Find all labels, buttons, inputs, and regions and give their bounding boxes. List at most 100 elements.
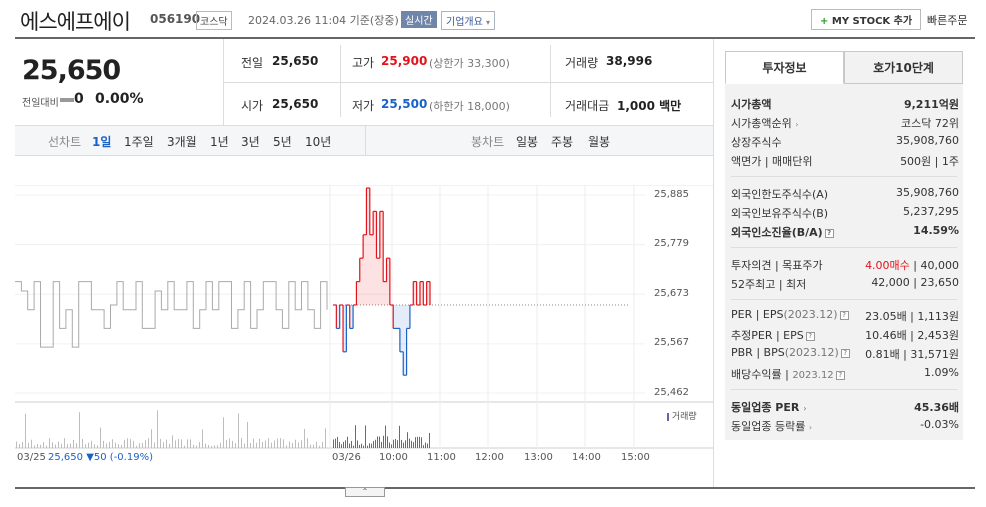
header-divider — [15, 37, 975, 39]
help-icon[interactable]: ? — [839, 310, 849, 320]
volume-bar — [298, 442, 299, 448]
divider — [731, 176, 957, 177]
volume-legend: 거래량 — [667, 409, 697, 422]
volume-bar — [371, 443, 372, 448]
realtime-badge[interactable]: 실시간 — [401, 11, 437, 28]
volume-bar — [22, 441, 23, 448]
volume-bar — [73, 439, 74, 448]
help-icon[interactable]: ? — [840, 348, 850, 358]
volume-bar — [85, 444, 86, 448]
y-tick: 25,567 — [654, 337, 689, 348]
volume-bar — [37, 444, 38, 448]
market-cap-label: 시가총액 — [731, 98, 772, 111]
help-icon[interactable]: ? — [835, 370, 845, 380]
volume-bar — [280, 438, 281, 448]
volume-bar — [415, 437, 416, 448]
period-5y[interactable]: 5년 — [273, 135, 292, 149]
divider — [713, 39, 714, 489]
stock-code: 056190 — [150, 12, 201, 26]
tab-orderbook[interactable]: 호가10단계 — [844, 51, 963, 84]
divider — [224, 82, 713, 83]
volume-bar — [64, 438, 65, 448]
volume-bar — [397, 440, 398, 448]
volume-bar — [419, 436, 420, 448]
period-1y[interactable]: 1년 — [210, 135, 229, 149]
volume-bar — [391, 444, 392, 448]
est-per-value: 10.46배 | 2,453원 — [865, 329, 959, 342]
volume-bar — [411, 440, 412, 448]
volume-bar — [181, 439, 182, 448]
amount-label: 거래대금 — [565, 99, 610, 113]
week52-label: 52주최고 | 최저 — [731, 278, 807, 291]
y-tick: 25,779 — [654, 238, 689, 249]
help-icon[interactable]: ? — [824, 228, 834, 238]
candle-daily[interactable]: 일봉 — [516, 135, 539, 149]
volume-bar — [259, 438, 260, 448]
opinion-label: 투자의견 | 목표주가 — [731, 259, 823, 272]
week52-value: 42,000 | 23,650 — [871, 276, 959, 289]
period-1w[interactable]: 1주일 — [124, 135, 154, 149]
volume-bar — [365, 425, 366, 448]
volume-bar — [82, 438, 83, 448]
volume-bar — [241, 437, 242, 448]
open-label: 시가 — [241, 99, 264, 113]
volume-bar — [333, 439, 334, 448]
volume-bar — [389, 442, 390, 448]
period-1d[interactable]: 1일 — [92, 135, 112, 149]
my-stock-add-button[interactable]: + MY STOCK 추가 — [811, 9, 922, 30]
dividend-label: 배당수익률 | 2023.12? — [731, 366, 845, 382]
collapse-chevron-button[interactable]: ⌃ — [345, 487, 385, 497]
x-tick: 10:00 — [379, 452, 408, 463]
volume-bar — [387, 436, 388, 448]
period-3y[interactable]: 3년 — [241, 135, 260, 149]
volume-bar — [127, 438, 128, 448]
chevron-right-icon: › — [803, 404, 807, 413]
volume-bar — [121, 444, 122, 448]
volume-bar — [76, 443, 77, 448]
company-overview-button[interactable]: 기업개요 ▾ — [441, 11, 496, 30]
volume-bar — [337, 436, 338, 448]
volume-bar — [407, 432, 408, 448]
volume-bar — [25, 413, 26, 448]
volume-bar — [325, 428, 326, 448]
volume-bar — [184, 445, 185, 448]
volume-bar — [205, 443, 206, 448]
volume-bar — [322, 441, 323, 448]
area-segment — [403, 305, 407, 376]
period-10y[interactable]: 10년 — [305, 135, 332, 149]
sector-per-label[interactable]: 동일업종 PER › — [731, 401, 807, 414]
price-chart[interactable] — [15, 185, 713, 450]
volume-bar — [154, 442, 155, 448]
volume-bar — [292, 442, 293, 448]
area-segment — [396, 305, 400, 329]
chevron-right-icon: › — [808, 423, 813, 432]
volume-bar — [409, 438, 410, 448]
volume-bar — [339, 442, 340, 448]
area-segment — [419, 281, 424, 305]
volume-bar — [49, 438, 50, 448]
flat-icon — [60, 98, 74, 102]
period-3m[interactable]: 3개월 — [167, 135, 197, 149]
quick-order-link[interactable]: 빠른주문 — [927, 14, 968, 27]
volume-bar — [202, 429, 203, 448]
candle-monthly[interactable]: 월봉 — [588, 135, 611, 149]
volume-bar — [417, 436, 418, 448]
area-segment — [366, 187, 370, 305]
sector-change-label[interactable]: 동일업종 등락률 › — [731, 420, 813, 433]
area-segment — [363, 234, 367, 305]
candle-weekly[interactable]: 주봉 — [551, 135, 574, 149]
market-cap-rank-label[interactable]: 시가총액순위 › — [731, 117, 799, 130]
x-tick: 13:00 — [524, 452, 553, 463]
volume-bar — [349, 443, 350, 448]
volume-bar — [160, 439, 161, 448]
area-segment — [399, 305, 404, 352]
volume-bar — [401, 439, 402, 448]
tab-investment-info[interactable]: 투자정보 — [725, 51, 844, 84]
volume-bar — [109, 442, 110, 448]
volume-bar — [34, 445, 35, 448]
help-icon[interactable]: ? — [805, 331, 815, 341]
lower-limit: (하한가 18,000) — [429, 100, 510, 113]
foreign-limit-value: 35,908,760 — [896, 186, 959, 199]
volume-bar — [151, 429, 152, 448]
x-tick: 15:00 — [621, 452, 650, 463]
